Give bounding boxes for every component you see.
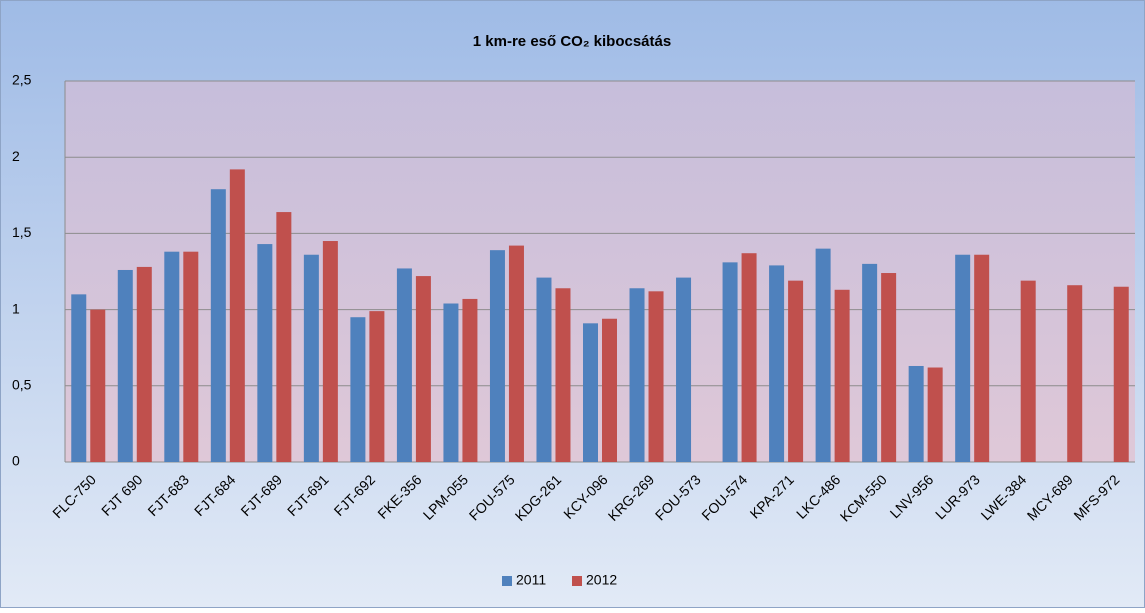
bar bbox=[555, 288, 571, 462]
bar bbox=[210, 189, 226, 463]
bar bbox=[602, 318, 617, 462]
bar bbox=[862, 263, 878, 462]
bar bbox=[788, 280, 804, 462]
bar bbox=[881, 273, 897, 462]
bar bbox=[536, 277, 552, 462]
bar bbox=[629, 288, 645, 462]
bar bbox=[229, 169, 245, 462]
bar bbox=[741, 253, 757, 462]
bar bbox=[303, 254, 319, 462]
bar bbox=[927, 367, 943, 462]
bar bbox=[722, 262, 738, 462]
bar bbox=[834, 289, 850, 462]
y-tick-label: 0,5 bbox=[12, 377, 32, 393]
bar bbox=[164, 251, 180, 462]
legend-swatch bbox=[572, 576, 582, 586]
bar bbox=[1113, 286, 1129, 462]
bar bbox=[1067, 285, 1083, 462]
bar bbox=[508, 245, 524, 462]
bar bbox=[415, 276, 431, 462]
bar bbox=[676, 277, 692, 462]
bar bbox=[489, 250, 505, 462]
bar bbox=[462, 298, 478, 462]
bar bbox=[1020, 280, 1036, 462]
bar bbox=[815, 248, 831, 462]
bar bbox=[71, 294, 87, 462]
bar bbox=[276, 212, 292, 462]
legend-label: 2011 bbox=[516, 572, 546, 588]
bar bbox=[322, 241, 338, 462]
bar bbox=[257, 244, 273, 462]
bar bbox=[136, 266, 152, 462]
y-tick-label: 2,5 bbox=[12, 72, 32, 88]
bar bbox=[648, 291, 664, 462]
bar bbox=[443, 303, 459, 462]
bar bbox=[90, 309, 106, 462]
legend-label: 2012 bbox=[586, 572, 617, 588]
y-tick-label: 1 bbox=[12, 300, 20, 316]
bar bbox=[908, 365, 924, 462]
bar bbox=[369, 311, 385, 462]
y-tick-label: 0 bbox=[12, 453, 20, 469]
bar bbox=[583, 323, 598, 462]
y-tick-label: 1,5 bbox=[12, 224, 32, 240]
bar bbox=[117, 269, 133, 462]
bar bbox=[955, 254, 971, 462]
bar bbox=[396, 268, 412, 462]
y-tick-label: 2 bbox=[12, 148, 20, 164]
chart-title: 1 km-re eső CO₂ kibocsátás bbox=[473, 33, 671, 50]
bar bbox=[350, 317, 366, 462]
bar bbox=[183, 251, 199, 462]
legend-swatch bbox=[502, 576, 512, 586]
bar bbox=[769, 265, 785, 462]
bar bbox=[974, 254, 990, 462]
